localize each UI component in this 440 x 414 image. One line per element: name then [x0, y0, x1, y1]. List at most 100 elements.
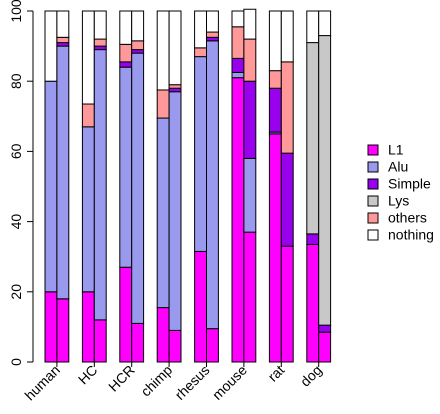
legend-item-simple: Simple — [367, 176, 431, 192]
bar-hcr-2-nothing — [131, 10, 145, 42]
bar-human-2-others — [56, 36, 70, 44]
bar-mouse-2-alu — [243, 157, 257, 233]
bar-hc-2-nothing — [93, 10, 107, 40]
bar-rat-1-nothing — [268, 10, 282, 72]
bar-hc-2-simple — [93, 45, 107, 51]
bar-mouse-2-others — [243, 38, 257, 82]
bar-chimp-1-l1 — [156, 307, 170, 363]
y-tick-label: 0 — [8, 358, 24, 366]
bar-rhesus-1-nothing — [194, 10, 208, 49]
bar-rhesus-1-others — [194, 47, 208, 58]
bar-dog-1-lys — [306, 42, 320, 235]
y-tick-label: 60 — [8, 143, 24, 159]
legend-label-others: others — [388, 210, 427, 226]
y-tick-label: 100 — [8, 0, 24, 23]
x-tick-label-human: human — [21, 362, 63, 404]
legend-item-others: others — [367, 210, 427, 226]
x-tick-label-hc: HC — [75, 362, 101, 388]
legend-swatch-nothing — [367, 229, 379, 241]
bar-mouse-2-simple — [243, 80, 257, 159]
bar-rat-1-l1 — [268, 133, 282, 363]
legend-label-lys: Lys — [388, 193, 409, 209]
legend-item-nothing: nothing — [367, 227, 434, 243]
bar-mouse-2-nothing — [243, 8, 257, 40]
y-tick-label: 20 — [8, 284, 24, 300]
legend-label-alu: Alu — [388, 159, 408, 175]
bar-hcr-1-simple — [119, 61, 133, 68]
bar-hc-1-others — [81, 103, 95, 128]
bar-chimp-2-simple — [168, 87, 182, 93]
legend-label-l1: L1 — [388, 142, 404, 158]
bar-mouse-1-simple — [231, 57, 245, 73]
legend-item-lys: Lys — [367, 193, 409, 209]
bar-rhesus-2-simple — [206, 36, 219, 42]
bar-mouse-1-l1 — [231, 77, 245, 363]
legend-swatch-others — [367, 212, 379, 224]
legend-label-simple: Simple — [388, 176, 431, 192]
bar-hcr-1-alu — [119, 66, 133, 268]
bar-chimp-1-others — [156, 89, 170, 119]
bar-hcr-1-l1 — [119, 266, 133, 363]
bar-dog-2-l1 — [318, 331, 332, 363]
bar-hcr-1-nothing — [119, 10, 133, 45]
legend-item-l1: L1 — [367, 142, 404, 158]
bar-rhesus-2-nothing — [206, 10, 219, 33]
bar-human-2-alu — [56, 45, 70, 300]
bar-hcr-2-l1 — [131, 322, 145, 363]
bar-hc-2-l1 — [93, 319, 107, 363]
x-tick-label-chimp: chimp — [137, 362, 175, 400]
bar-rat-2-others — [280, 61, 294, 154]
bar-human-2-nothing — [56, 10, 70, 38]
bar-rhesus-1-alu — [194, 56, 208, 252]
bar-human-1-l1 — [44, 291, 58, 363]
x-tick-label-mouse: mouse — [209, 362, 250, 403]
bars — [44, 8, 332, 363]
bar-hcr-2-alu — [131, 52, 145, 324]
bar-mouse-1-alu — [231, 71, 245, 79]
bar-rat-1-others — [268, 70, 282, 89]
bar-chimp-1-alu — [156, 117, 170, 309]
x-tick-label-rat: rat — [265, 362, 288, 385]
bar-chimp-2-l1 — [168, 329, 182, 363]
x-tick-label-hcr: HCR — [105, 362, 138, 395]
legend-swatch-l1 — [367, 144, 379, 156]
bar-dog-2-lys — [318, 35, 332, 326]
bar-dog-1-simple — [306, 233, 320, 245]
bar-human-2-simple — [56, 42, 70, 47]
legend-label-nothing: nothing — [388, 227, 434, 243]
bar-hc-2-others — [93, 38, 107, 47]
bar-rhesus-2-l1 — [206, 328, 219, 363]
bar-rhesus-2-alu — [206, 40, 219, 330]
bar-rat-2-l1 — [280, 245, 294, 363]
bar-hc-1-nothing — [81, 10, 95, 105]
bar-human-1-nothing — [44, 10, 58, 82]
bar-hcr-2-others — [131, 40, 145, 51]
bar-dog-2-nothing — [318, 10, 332, 37]
bar-rat-2-simple — [280, 152, 294, 247]
bar-rat-2-nothing — [280, 10, 294, 63]
bar-chimp-1-nothing — [156, 10, 170, 91]
bar-dog-1-nothing — [306, 10, 320, 44]
x-tick-label-rhesus: rhesus — [172, 362, 213, 403]
bar-chimp-2-others — [168, 84, 182, 89]
bar-chimp-2-nothing — [168, 10, 182, 86]
bar-human-1-alu — [44, 80, 58, 293]
bar-rhesus-2-others — [206, 31, 219, 38]
bar-hc-1-alu — [81, 126, 95, 293]
y-axis: 0 20 40 60 80 100 — [8, 0, 34, 366]
bar-human-2-l1 — [56, 298, 70, 363]
bar-rhesus-1-l1 — [194, 250, 208, 363]
bar-chimp-2-alu — [168, 91, 182, 331]
bar-hc-2-alu — [93, 49, 107, 321]
y-tick-label: 80 — [8, 73, 24, 89]
y-tick-label: 40 — [8, 214, 24, 230]
bar-dog-1-l1 — [306, 243, 320, 363]
bar-mouse-2-l1 — [243, 231, 257, 363]
x-tick-label-dog: dog — [297, 362, 325, 390]
bar-hcr-2-simple — [131, 49, 145, 54]
legend-swatch-alu — [367, 161, 379, 173]
bar-mouse-1-nothing — [231, 10, 245, 28]
